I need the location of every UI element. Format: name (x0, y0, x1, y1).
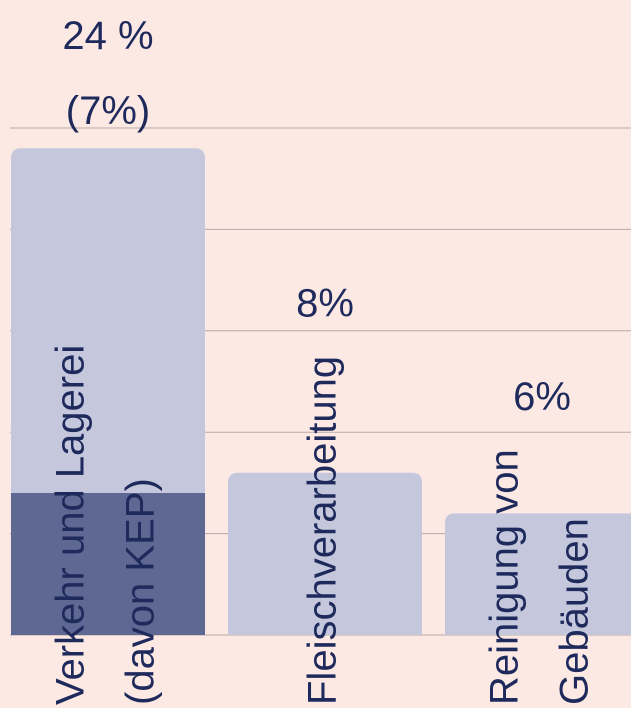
value-label: 6% (513, 375, 571, 419)
x-tick-label: (davon KEP) (119, 478, 163, 705)
bar (445, 513, 631, 635)
x-tick-label: Reinigung von (483, 449, 527, 705)
x-tick-label: Fleischverarbeitung (301, 356, 345, 705)
x-tick-label: Gebäuden (553, 518, 597, 705)
x-tick-label: Verkehr und Lagerei (49, 345, 93, 705)
bar (228, 472, 422, 635)
value-label: 8% (296, 282, 354, 326)
labels: Verkehr und Lagerei (davon KEP) 24 % (7%) Fl… (49, 14, 597, 705)
value-label: (7%) (66, 89, 150, 133)
value-label: 24 % (62, 14, 153, 58)
bars (11, 148, 631, 635)
bar (11, 493, 205, 635)
